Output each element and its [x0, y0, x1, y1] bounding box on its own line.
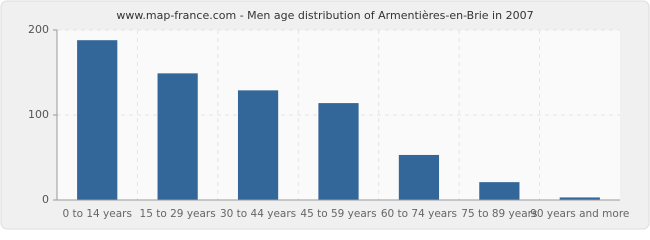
bar [398, 154, 440, 200]
bar [157, 73, 198, 200]
chart-title: www.map-france.com - Men age distributio… [116, 9, 533, 22]
y-tick-label: 200 [28, 23, 49, 36]
x-tick-label: 75 to 89 years [461, 208, 537, 220]
x-tick-label: 90 years and more [530, 208, 629, 220]
bar [237, 90, 279, 200]
x-tick-label: 45 to 59 years [300, 208, 376, 220]
chart: www.map-france.com - Men age distributio… [0, 0, 650, 230]
x-tick-label: 0 to 14 years [62, 208, 132, 220]
x-tick-label: 60 to 74 years [381, 208, 457, 220]
x-tick-label: 30 to 44 years [220, 208, 296, 220]
y-tick-label: 0 [42, 193, 49, 206]
bar [479, 182, 520, 200]
bar [318, 103, 359, 200]
y-tick-label: 100 [28, 108, 49, 121]
x-tick-label: 15 to 29 years [140, 208, 216, 220]
bar [559, 197, 600, 200]
bar [77, 40, 118, 201]
